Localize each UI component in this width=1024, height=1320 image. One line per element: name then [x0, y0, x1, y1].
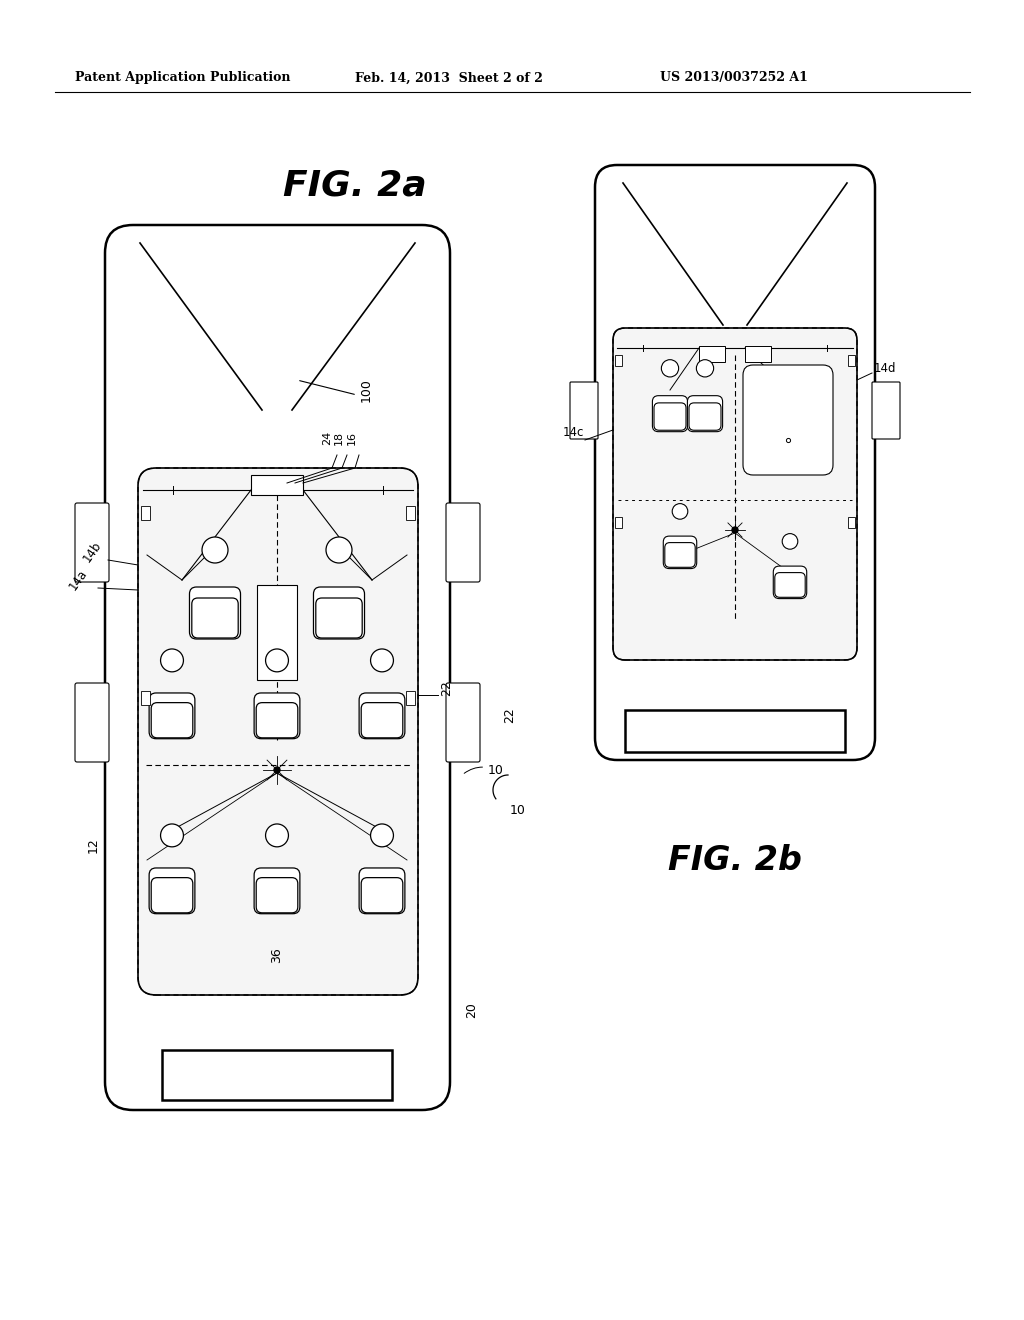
Circle shape	[696, 359, 714, 378]
Text: 20: 20	[465, 1002, 478, 1018]
Bar	[615, 517, 622, 528]
Bar	[251, 475, 303, 495]
FancyBboxPatch shape	[689, 403, 721, 430]
Text: US 2013/0037252 A1: US 2013/0037252 A1	[660, 71, 808, 84]
FancyBboxPatch shape	[665, 543, 695, 568]
Bar	[406, 690, 415, 705]
Text: 14a: 14a	[66, 568, 89, 593]
FancyBboxPatch shape	[152, 878, 193, 913]
FancyBboxPatch shape	[687, 396, 723, 432]
Bar	[615, 355, 622, 366]
Bar	[162, 1049, 392, 1100]
FancyBboxPatch shape	[652, 396, 687, 432]
Bar	[141, 506, 150, 520]
Text: 14b: 14b	[80, 539, 103, 565]
Circle shape	[265, 824, 289, 847]
FancyBboxPatch shape	[743, 366, 833, 475]
Bar	[699, 346, 725, 362]
Bar	[141, 690, 150, 705]
FancyBboxPatch shape	[359, 869, 404, 913]
Text: 22: 22	[503, 708, 516, 723]
Text: 22: 22	[440, 680, 453, 696]
FancyBboxPatch shape	[256, 878, 298, 913]
FancyBboxPatch shape	[775, 573, 805, 597]
FancyBboxPatch shape	[664, 536, 696, 569]
FancyBboxPatch shape	[361, 702, 402, 738]
FancyBboxPatch shape	[315, 598, 362, 638]
FancyBboxPatch shape	[613, 327, 857, 660]
FancyBboxPatch shape	[189, 587, 241, 639]
FancyBboxPatch shape	[446, 682, 480, 762]
Bar	[848, 355, 855, 366]
FancyBboxPatch shape	[75, 682, 109, 762]
Bar	[745, 346, 771, 362]
Circle shape	[732, 527, 738, 533]
Bar	[257, 585, 297, 680]
Circle shape	[371, 824, 393, 847]
Text: 10: 10	[464, 763, 504, 776]
FancyBboxPatch shape	[150, 693, 195, 739]
Circle shape	[161, 824, 183, 847]
Circle shape	[161, 649, 183, 672]
FancyBboxPatch shape	[654, 403, 686, 430]
Text: 16: 16	[347, 432, 357, 445]
FancyBboxPatch shape	[150, 869, 195, 913]
Circle shape	[672, 504, 688, 519]
FancyBboxPatch shape	[359, 693, 404, 739]
FancyBboxPatch shape	[191, 598, 239, 638]
Text: 10: 10	[510, 804, 526, 817]
Text: 14d: 14d	[874, 362, 896, 375]
Bar	[406, 506, 415, 520]
Text: 14c: 14c	[563, 425, 585, 438]
Bar	[625, 710, 845, 752]
FancyBboxPatch shape	[75, 503, 109, 582]
FancyBboxPatch shape	[361, 878, 402, 913]
Text: 24: 24	[322, 430, 332, 445]
Text: FIG. 2a: FIG. 2a	[284, 168, 427, 202]
FancyBboxPatch shape	[152, 702, 193, 738]
Circle shape	[202, 537, 228, 564]
Bar	[848, 517, 855, 528]
Circle shape	[274, 767, 280, 774]
FancyBboxPatch shape	[446, 503, 480, 582]
FancyBboxPatch shape	[773, 566, 807, 598]
FancyBboxPatch shape	[872, 381, 900, 440]
Circle shape	[326, 537, 352, 564]
Text: 18: 18	[334, 430, 344, 445]
Text: 12: 12	[87, 837, 100, 853]
Circle shape	[782, 533, 798, 549]
FancyBboxPatch shape	[570, 381, 598, 440]
FancyBboxPatch shape	[254, 869, 300, 913]
Text: 100: 100	[360, 378, 373, 401]
Text: FIG. 2b: FIG. 2b	[668, 843, 802, 876]
FancyBboxPatch shape	[105, 224, 450, 1110]
Text: Patent Application Publication: Patent Application Publication	[75, 71, 291, 84]
FancyBboxPatch shape	[256, 702, 298, 738]
Text: Feb. 14, 2013  Sheet 2 of 2: Feb. 14, 2013 Sheet 2 of 2	[355, 71, 543, 84]
Text: 36: 36	[270, 948, 284, 962]
FancyBboxPatch shape	[595, 165, 874, 760]
FancyBboxPatch shape	[138, 469, 418, 995]
Circle shape	[662, 359, 679, 378]
Circle shape	[371, 649, 393, 672]
Circle shape	[265, 649, 289, 672]
FancyBboxPatch shape	[313, 587, 365, 639]
FancyBboxPatch shape	[254, 693, 300, 739]
